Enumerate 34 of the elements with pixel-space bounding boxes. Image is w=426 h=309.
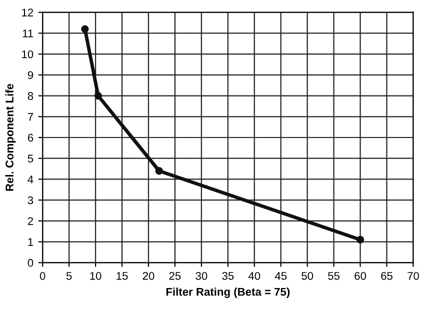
y-tick-label: 9 [28,71,34,80]
y-tick-label: 12 [22,8,34,16]
x-tick-label: 5 [66,272,72,280]
y-tick-label: 7 [28,113,34,121]
x-tick-label: 35 [222,272,234,280]
point [81,25,89,33]
x-tick-label: 60 [354,272,366,280]
x-tick-label: 40 [248,272,260,280]
y-tick-label: 5 [28,154,34,162]
x-tick-label: 55 [328,272,340,280]
y-axis-title: Rel. Component Life [5,84,16,191]
x-tick-label: 10 [90,272,102,280]
y-tick-label: 11 [22,30,34,38]
x-axis-title: Filter Rating (Beta = 75) [166,288,290,298]
x-tick-label: 70 [408,272,419,280]
y-tick-label: 8 [28,92,34,100]
y-tick-label: 3 [28,196,34,204]
point [94,92,102,100]
x-tick-label: 50 [302,272,314,280]
x-tick-label: 20 [142,272,154,280]
x-tick-label: 0 [40,272,46,280]
x-tick-label: 30 [196,272,208,280]
y-tick-label: 1 [28,238,34,246]
y-tick-label: 6 [28,134,34,142]
x-tick-label: 45 [274,272,287,280]
point [356,236,364,244]
x-tick-label: 65 [381,272,392,280]
x-tick-label: 15 [116,272,128,280]
point [155,167,163,175]
y-tick-label: 4 [28,176,34,184]
y-tick-label: 2 [28,217,34,225]
x-tick-label: 25 [169,272,181,280]
y-tick-label: 0 [28,258,34,267]
y-tick-label: 10 [22,50,34,58]
